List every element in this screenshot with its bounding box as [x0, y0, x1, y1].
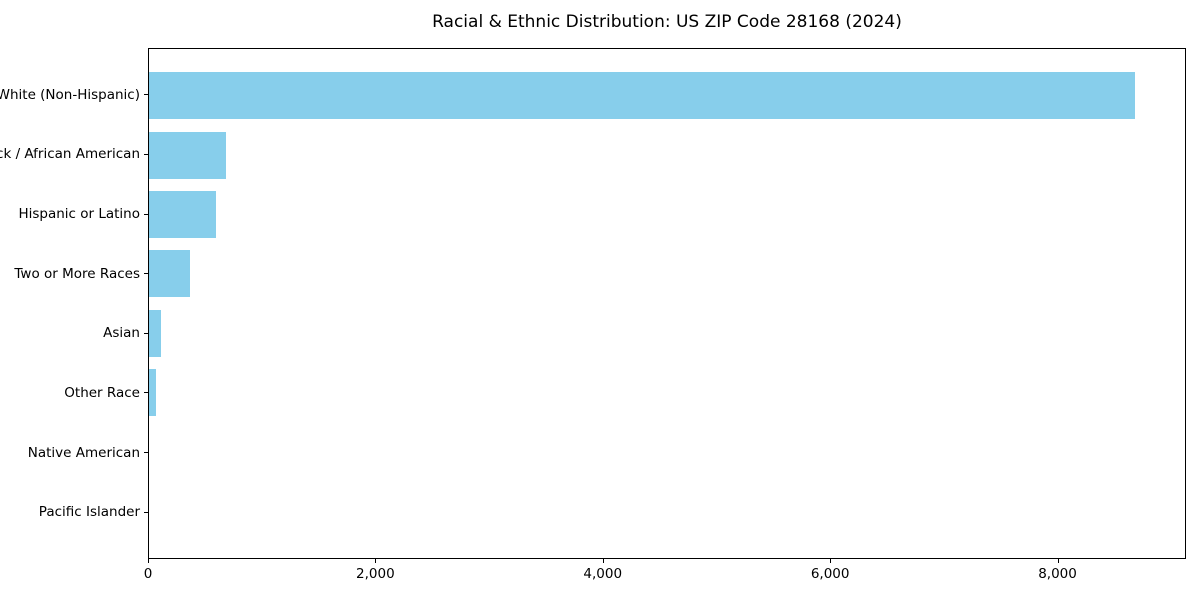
- bar-row: [149, 482, 1185, 541]
- y-tick-mark: [144, 392, 148, 394]
- y-tick-mark: [144, 153, 148, 155]
- y-tick-mark: [144, 213, 148, 215]
- x-tick-label: 4,000: [583, 566, 623, 582]
- y-tick-mark: [144, 273, 148, 275]
- x-tick-mark: [602, 559, 604, 563]
- y-tick-row: Pacific Islander: [0, 482, 148, 542]
- bar: [149, 250, 190, 298]
- x-tick-mark: [148, 559, 149, 563]
- x-tick-mark: [830, 559, 832, 563]
- y-tick-row: Two or More Races: [0, 244, 148, 304]
- y-axis: White (Non-Hispanic) Black / African Amer…: [0, 48, 148, 559]
- bar: [149, 131, 227, 179]
- x-tick-label: 8,000: [1038, 566, 1077, 582]
- x-tick-mark: [375, 559, 377, 563]
- y-tick-row: White (Non-Hispanic): [0, 65, 148, 125]
- x-axis: 0 2,000 4,000 6,000 8,000: [144, 559, 1186, 591]
- y-tick-mark: [144, 511, 148, 513]
- y-tick-label: Black / African American: [0, 146, 140, 163]
- bar-row: [149, 244, 1185, 303]
- y-tick-label: Native American: [27, 444, 140, 461]
- y-tick-row: Native American: [0, 423, 148, 483]
- bar-row: [149, 125, 1185, 184]
- y-tick-label: Two or More Races: [14, 265, 140, 282]
- bar-row: [149, 185, 1185, 244]
- bar: [149, 369, 156, 417]
- y-tick-label: Pacific Islander: [38, 504, 140, 521]
- y-tick-mark: [144, 332, 148, 334]
- y-tick-label: Other Race: [64, 384, 140, 401]
- bar: [149, 190, 216, 238]
- chart-title: Racial & Ethnic Distribution: US ZIP Cod…: [432, 12, 902, 32]
- x-tick-label: 2,000: [356, 566, 395, 582]
- x-tick-label: 0: [143, 566, 153, 582]
- y-tick-label: Asian: [103, 325, 140, 342]
- bar: [149, 309, 162, 357]
- y-tick-mark: [144, 452, 148, 454]
- y-tick-label: Hispanic or Latino: [18, 206, 140, 223]
- y-tick-row: Other Race: [0, 363, 148, 423]
- y-tick-mark: [144, 94, 148, 96]
- plot-area: [148, 48, 1186, 559]
- y-tick-row: Hispanic or Latino: [0, 184, 148, 244]
- bar-row: [149, 304, 1185, 363]
- x-tick-mark: [1057, 559, 1059, 563]
- bar-row: [149, 363, 1185, 422]
- x-tick-label: 6,000: [810, 566, 850, 582]
- y-tick-row: Asian: [0, 304, 148, 364]
- bar: [149, 72, 1136, 120]
- bar-row: [149, 66, 1185, 125]
- y-tick-row: Black / African American: [0, 125, 148, 185]
- bar-row: [149, 422, 1185, 481]
- y-tick-label: White (Non-Hispanic): [0, 86, 140, 103]
